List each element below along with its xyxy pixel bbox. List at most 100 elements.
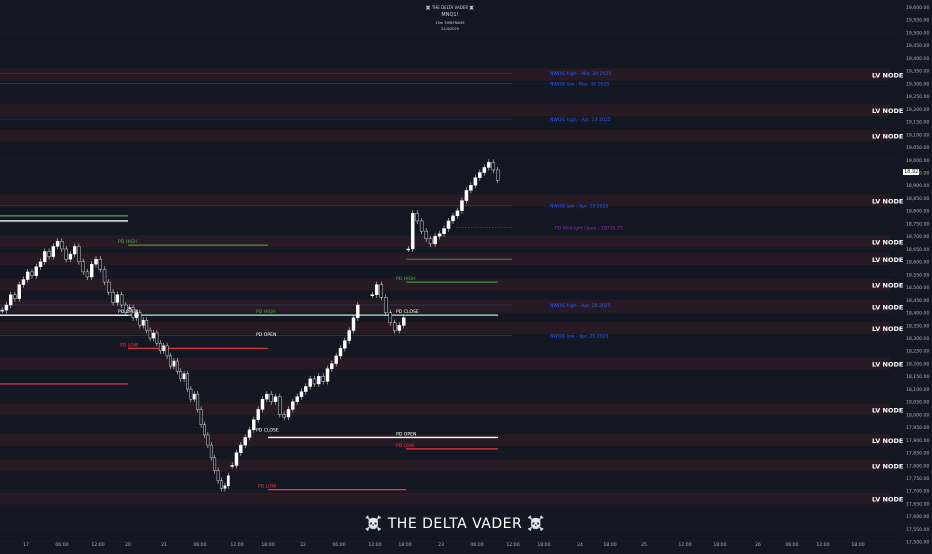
y-axis-tick-label: 19,600.00 [906, 5, 929, 11]
lv-node-zone [0, 492, 890, 505]
y-axis-tick-label: 19,450.00 [906, 43, 929, 49]
x-axis-tick-label: 12:00 [230, 542, 243, 548]
pd-level-label: PD LOW [120, 342, 139, 348]
candle-body [0, 309, 4, 312]
y-axis-tick-label: 18,850.00 [906, 196, 929, 202]
y-axis-tick-label: 18,800.00 [906, 209, 929, 215]
candle-body [406, 248, 411, 251]
x-axis-tick-label: 18:00 [851, 542, 864, 548]
candle-body [478, 172, 482, 178]
pd-level-label: PD OPEN [256, 332, 277, 338]
chart-timeframe: 15m TIMEFRAME [435, 21, 465, 25]
candle-body [162, 345, 166, 352]
candle-body [81, 261, 85, 273]
y-axis-tick-label: 17,750.00 [906, 476, 929, 482]
pd-level-label: PD OPEN [118, 309, 139, 315]
lv-node-label: LV NODE [872, 256, 903, 264]
y-axis-tick-label: 17,600.00 [906, 514, 929, 520]
y-axis-tick-label: 18,450.00 [906, 298, 929, 304]
candle-body [304, 386, 308, 392]
candle-body [252, 419, 256, 431]
candle-body [21, 279, 26, 285]
candle-body [175, 360, 179, 372]
y-axis-tick-label: 18,650.00 [906, 247, 929, 253]
candle-body [397, 325, 402, 331]
candle-body [401, 317, 406, 326]
candle-body [206, 434, 210, 446]
candle-body [351, 317, 356, 331]
y-axis-tick-label: 19,300.00 [906, 81, 929, 87]
candle-body [107, 281, 111, 293]
candle-body [226, 475, 230, 487]
candle-body [338, 348, 343, 357]
candle-body [491, 162, 496, 171]
candle-body [282, 414, 286, 418]
candle-body [111, 292, 115, 303]
candle-body [192, 393, 196, 400]
candle-body [295, 396, 299, 402]
candle-body [199, 409, 203, 425]
candle-body [47, 251, 51, 257]
candle-body [482, 167, 487, 173]
candle-body [464, 190, 469, 201]
nwog-label: NWOG low - Apr. 20 2025 [550, 334, 609, 340]
y-axis-tick-label: 18,050.00 [906, 400, 929, 406]
candle-body [124, 304, 128, 313]
y-axis-tick-label: 19,500.00 [906, 30, 929, 36]
chart-title: ☠️ THE DELTA VADER ☠️ [425, 5, 475, 10]
y-axis-tick-label: 18,550.00 [906, 272, 929, 278]
candle-body [8, 294, 13, 306]
candle-body [60, 241, 64, 250]
y-axis-tick-label: 17,650.00 [906, 501, 929, 507]
candle-body [356, 304, 360, 318]
nwog-label: NWOG high - Apr. 20 2025 [550, 303, 611, 309]
y-axis-tick-label: 18,350.00 [906, 323, 929, 329]
x-axis-tick-label: 18:00 [537, 542, 550, 548]
candle-body [379, 284, 384, 298]
candle-body [256, 409, 260, 420]
pd-level-label: PD CLOSE [396, 309, 419, 315]
pd-level-label: PD HIGH [118, 239, 138, 245]
x-axis-tick-label: 18:00 [398, 542, 411, 548]
candle-body [410, 213, 415, 250]
candle-body [437, 233, 442, 237]
candle-body [383, 297, 388, 313]
x-axis-tick-label: 12:00 [368, 542, 381, 548]
candle-body [179, 371, 183, 380]
chart-date: 22/4/2025 [441, 27, 459, 31]
lv-node-zone [0, 278, 890, 291]
candle-body [260, 399, 265, 410]
y-axis-tick-label: 17,950.00 [906, 425, 929, 431]
candle-body [278, 396, 282, 415]
candle-body [26, 271, 30, 280]
y-axis-tick-label: 17,550.00 [906, 527, 929, 533]
candle-body [119, 294, 124, 306]
candle-body [213, 457, 217, 471]
chart-symbol: MNQ1! [441, 12, 459, 18]
y-axis-tick-label: 18,250.00 [906, 349, 929, 355]
candle-body [312, 378, 317, 385]
y-axis-tick-label: 19,350.00 [906, 69, 929, 75]
lv-node-zone [0, 129, 890, 142]
candle-body [451, 215, 455, 222]
candle-body [38, 261, 43, 267]
lv-node-label: LV NODE [872, 107, 903, 115]
x-axis-tick-label: 06:00 [193, 542, 206, 548]
midnight-open-label: PD Midnight Open : 18735.75 [555, 225, 623, 231]
candle-body [182, 373, 186, 380]
candle-body [216, 470, 220, 481]
candle-body [223, 485, 227, 489]
candle-body [308, 378, 312, 387]
candle-body [145, 320, 149, 331]
candle-body [230, 465, 234, 467]
candle-body [239, 444, 243, 453]
y-axis-tick-label: 17,900.00 [906, 438, 929, 444]
y-axis-tick-label: 18,150.00 [906, 374, 929, 380]
candle-body [299, 391, 304, 397]
lv-node-zone [0, 235, 890, 248]
lv-node-label: LV NODE [872, 462, 903, 470]
candle-body [424, 230, 428, 239]
lv-node-label: LV NODE [872, 437, 903, 445]
